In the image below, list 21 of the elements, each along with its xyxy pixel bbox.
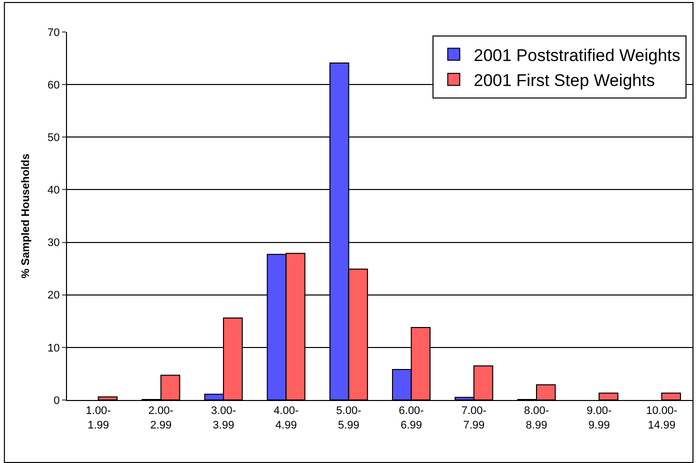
- x-tick-label: 5.00- 5.99: [336, 405, 362, 432]
- y-tick-label: 40: [48, 184, 60, 197]
- x-tick-label: 8.00- 8.99: [524, 405, 550, 432]
- y-tick-label: 0: [54, 394, 60, 407]
- x-tick-label: 2.00- 2.99: [148, 405, 174, 432]
- y-tick-label: 50: [48, 132, 60, 144]
- y-tick-label: 10: [48, 342, 60, 354]
- y-tick-label: 30: [48, 237, 60, 250]
- y-tick-label: 20: [48, 290, 60, 302]
- x-tick-label: 3.00- 3.99: [210, 405, 236, 432]
- y-tick-label: 60: [48, 79, 60, 92]
- legend-label: 2001 Poststratified Weights: [474, 46, 680, 65]
- x-tick-label: 9.00- 9.99: [586, 405, 612, 432]
- x-tick-label: 10.00- 14.99: [646, 405, 678, 432]
- x-tick-label: 6.00- 6.99: [398, 405, 424, 432]
- x-tick-label: 4.00- 4.99: [274, 405, 299, 432]
- legend-label: 2001 First Step Weights: [474, 70, 655, 90]
- x-tick-label: 7.00- 7.99: [461, 405, 487, 432]
- y-axis-title: % Sampled Households: [20, 154, 32, 278]
- x-tick-label: 1.00- 1.99: [86, 405, 112, 432]
- y-tick-label: 70: [48, 26, 60, 39]
